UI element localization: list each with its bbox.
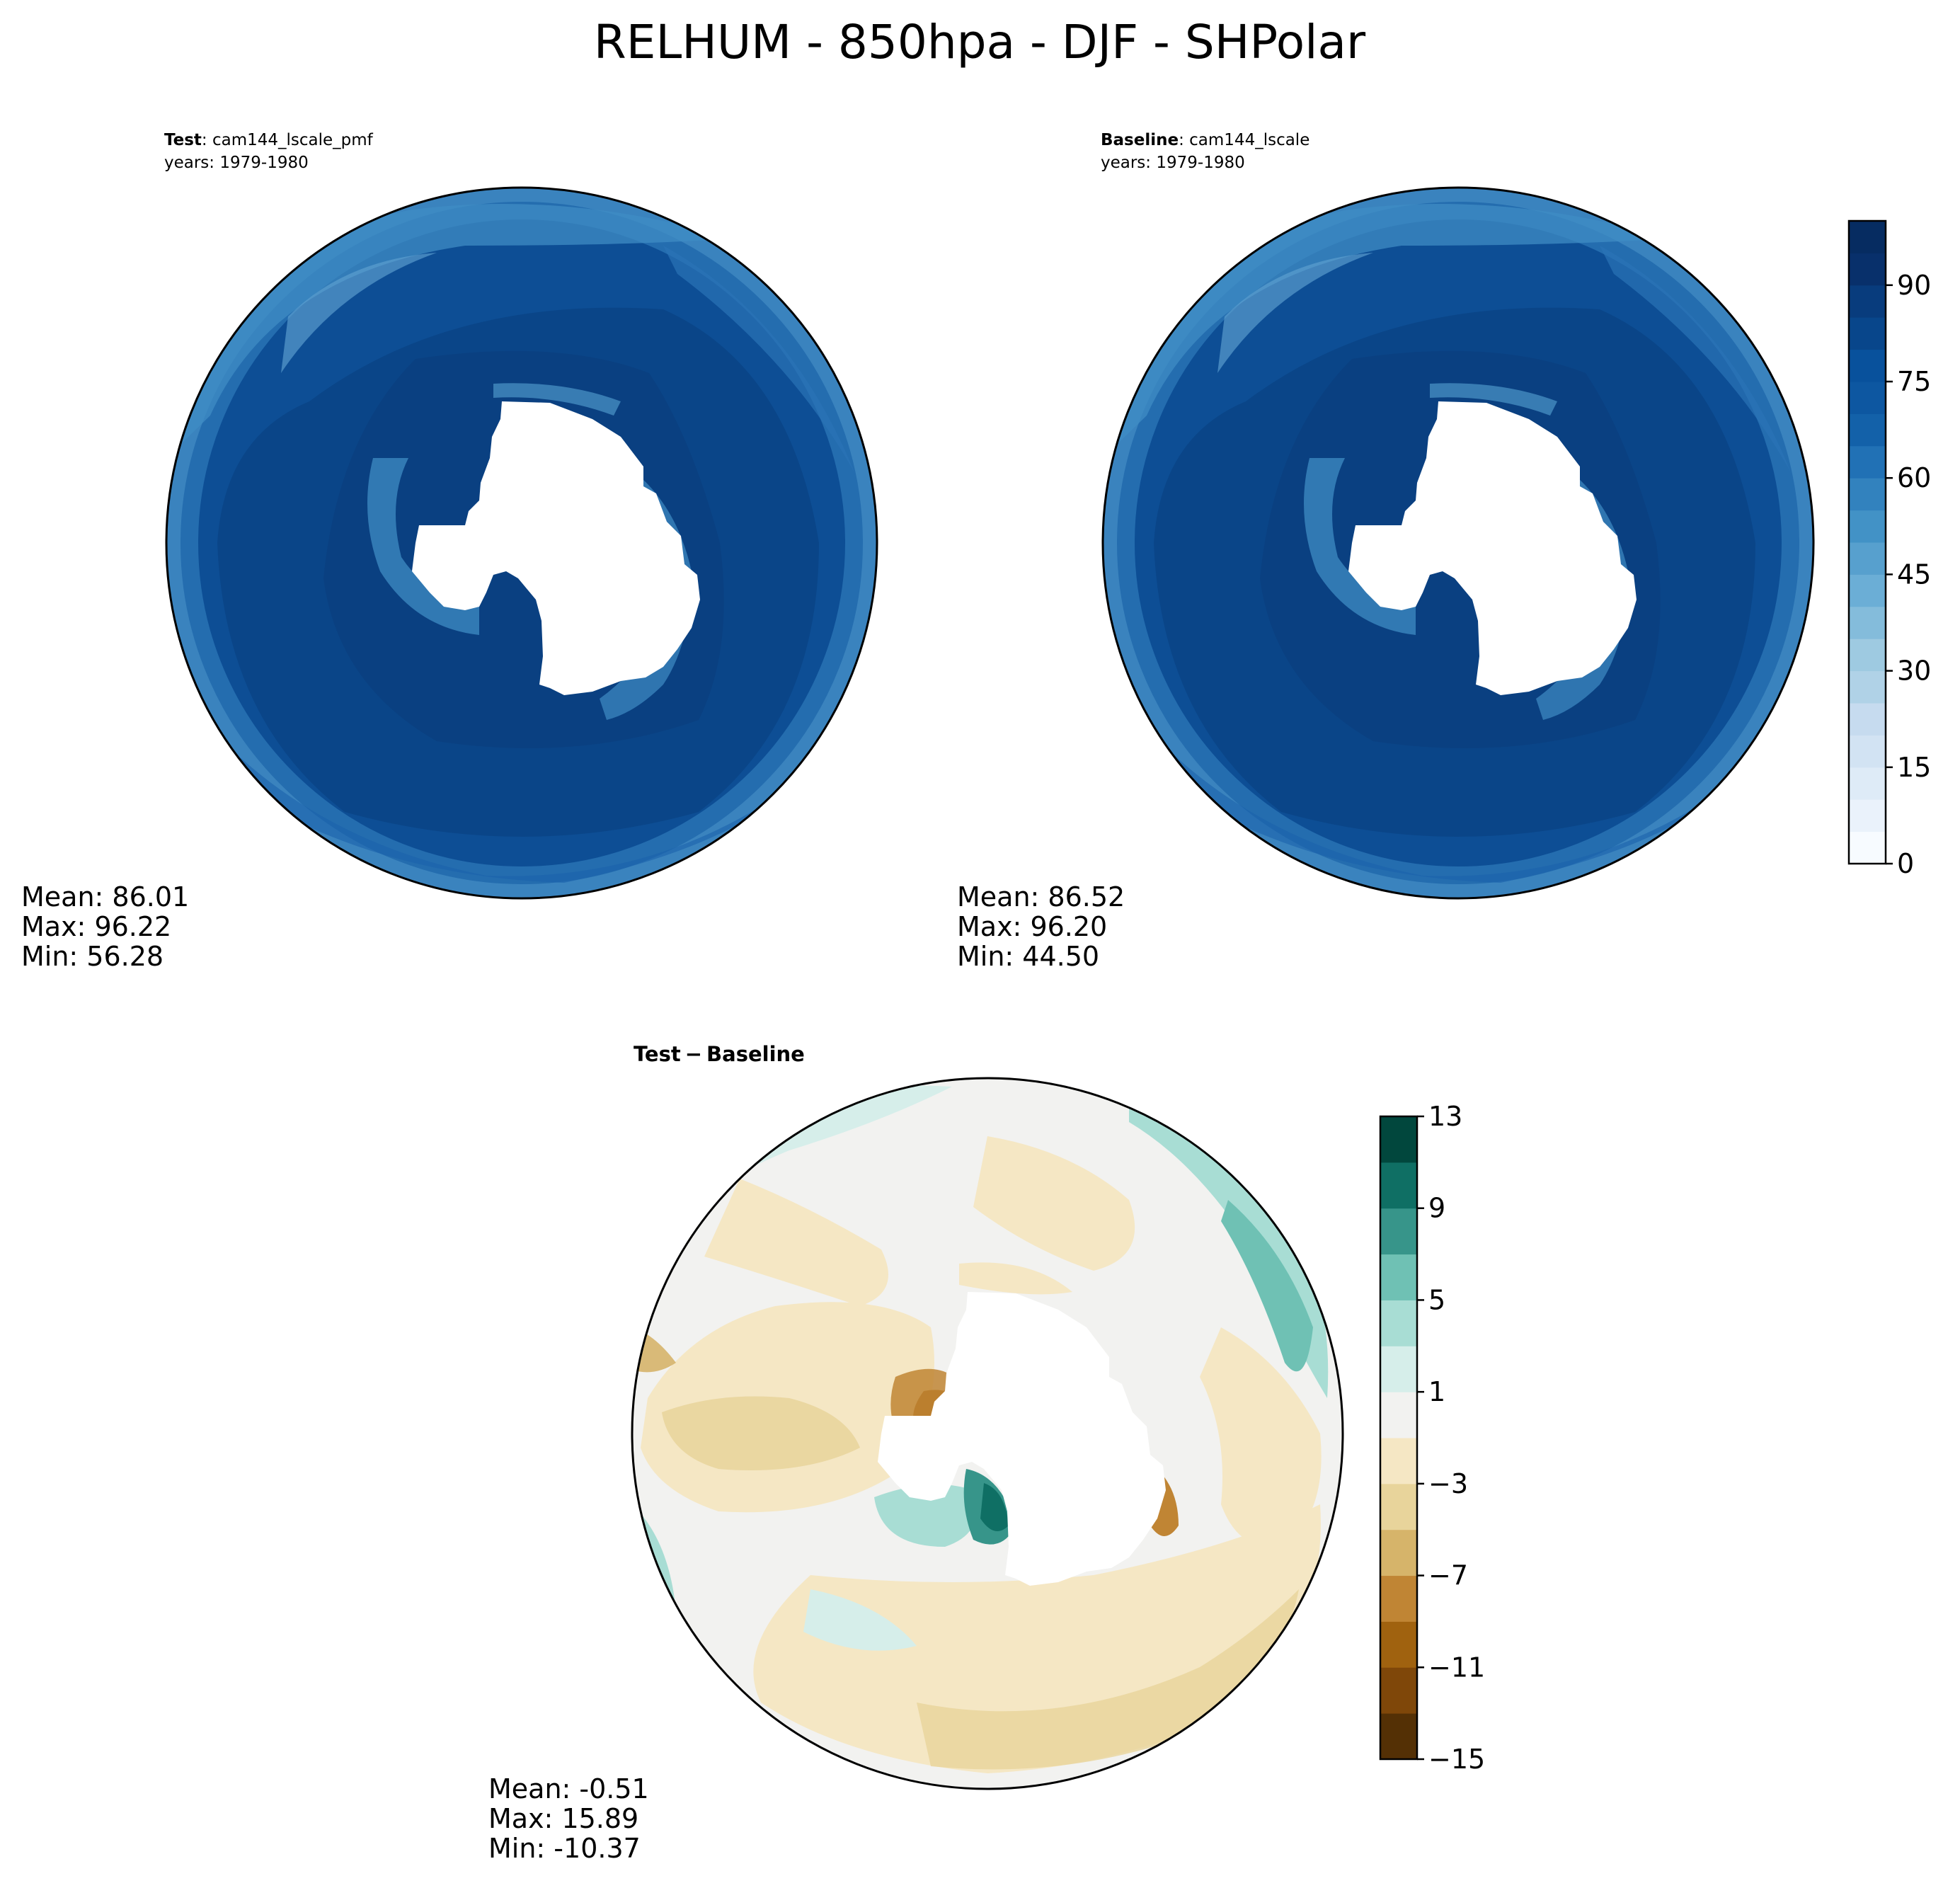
diff-colorbar-segments bbox=[1380, 1116, 1417, 1760]
diff-colorbar-segment bbox=[1380, 1621, 1417, 1668]
test-panel-label: Test: cam144_lscale_pmf bbox=[164, 131, 374, 149]
main-colorbar: 0 15 30 45 60 75 90 bbox=[1847, 219, 1931, 879]
diff-colorbar-segment bbox=[1380, 1254, 1417, 1300]
main-colorbar-segment bbox=[1849, 478, 1886, 511]
diff-panel: Test − Baseline Mean: -0.51 Max: 15.89 Min… bbox=[488, 1042, 1344, 1864]
diff-colorbar-tick-label: 5 bbox=[1428, 1284, 1445, 1315]
main-colorbar-segment bbox=[1849, 382, 1886, 414]
main-colorbar-segment bbox=[1849, 639, 1886, 672]
main-colorbar-segment bbox=[1849, 767, 1886, 800]
baseline-panel: Baseline: cam144_lscale years: 1979-1980… bbox=[957, 131, 1819, 972]
main-colorbar-segment bbox=[1849, 285, 1886, 318]
diff-colorbar-frame bbox=[1379, 1115, 1419, 1761]
diff-stat-mean: Mean: -0.51 bbox=[488, 1773, 649, 1804]
test-years: years: 1979-1980 bbox=[164, 154, 309, 172]
diff-colorbar-tick-label: −11 bbox=[1428, 1652, 1485, 1683]
main-colorbar-tick-label: 45 bbox=[1897, 559, 1931, 590]
diff-stat-max: Max: 15.89 bbox=[488, 1803, 638, 1834]
main-colorbar-segment bbox=[1849, 317, 1886, 350]
diff-colorbar-segment bbox=[1380, 1438, 1417, 1484]
diff-map bbox=[632, 1078, 1343, 1789]
figure-title: RELHUM - 850hpa - DJF - SHPolar bbox=[594, 15, 1366, 69]
main-colorbar-tick-label: 30 bbox=[1897, 656, 1931, 687]
baseline-map bbox=[1097, 182, 1819, 904]
diff-colorbar-tick-label: 9 bbox=[1428, 1193, 1445, 1224]
diff-colorbar-segment bbox=[1380, 1300, 1417, 1346]
diff-title-baseline: Baseline bbox=[706, 1042, 805, 1066]
diff-colorbar-segment bbox=[1380, 1575, 1417, 1622]
main-colorbar-tick-label: 90 bbox=[1897, 270, 1931, 301]
diff-colorbar-segment bbox=[1380, 1162, 1417, 1209]
diff-title: Test − Baseline bbox=[634, 1042, 805, 1066]
main-colorbar-segments bbox=[1849, 221, 1886, 864]
diff-stat-min: Min: -10.37 bbox=[488, 1833, 641, 1864]
baseline-stat-min: Min: 44.50 bbox=[957, 941, 1099, 972]
baseline-years: years: 1979-1980 bbox=[1101, 154, 1245, 172]
test-stat-mean: Mean: 86.01 bbox=[21, 881, 189, 912]
diff-colorbar-segment bbox=[1380, 1529, 1417, 1577]
main-colorbar-segment bbox=[1849, 799, 1886, 833]
main-colorbar-segment bbox=[1849, 349, 1886, 382]
main-colorbar-segment bbox=[1849, 670, 1886, 704]
main-colorbar-segment bbox=[1849, 445, 1886, 479]
baseline-panel-label: Baseline: cam144_lscale bbox=[1101, 131, 1309, 149]
main-colorbar-segment bbox=[1849, 221, 1886, 253]
main-colorbar-tick-label: 75 bbox=[1897, 366, 1931, 397]
main-colorbar-segment bbox=[1849, 253, 1886, 286]
main-colorbar-segment bbox=[1849, 413, 1886, 447]
diff-title-minus: − bbox=[685, 1042, 702, 1066]
main-colorbar-segment bbox=[1849, 831, 1886, 864]
test-label-bold: Test bbox=[164, 131, 202, 149]
diff-colorbar-segment bbox=[1380, 1667, 1417, 1714]
diff-colorbar-tick-label: −15 bbox=[1428, 1744, 1485, 1775]
diff-colorbar: 13 9 5 1 −3 −7 −11 −15 bbox=[1379, 1101, 1485, 1775]
baseline-case-name: : cam144_lscale bbox=[1179, 131, 1309, 149]
diff-colorbar-tick-label: 1 bbox=[1428, 1376, 1445, 1407]
main-colorbar-segment bbox=[1849, 703, 1886, 736]
main-colorbar-tick-label: 60 bbox=[1897, 462, 1931, 493]
baseline-map-boundary bbox=[1101, 186, 1815, 900]
diff-colorbar-segment bbox=[1380, 1116, 1417, 1163]
main-colorbar-segment bbox=[1849, 510, 1886, 543]
main-colorbar-frame bbox=[1847, 219, 1887, 865]
diff-map-boundary bbox=[631, 1077, 1344, 1790]
baseline-stat-mean: Mean: 86.52 bbox=[957, 881, 1125, 912]
diff-colorbar-segment bbox=[1380, 1208, 1417, 1255]
baseline-stat-max: Max: 96.20 bbox=[957, 911, 1107, 942]
test-map bbox=[161, 182, 883, 904]
main-colorbar-segment bbox=[1849, 574, 1886, 607]
test-panel: Test: cam144_lscale_pmf years: 1979-1980… bbox=[21, 131, 883, 972]
main-colorbar-tick-label: 15 bbox=[1897, 752, 1931, 783]
diff-colorbar-tick-label: −7 bbox=[1428, 1560, 1468, 1591]
main-colorbar-segment bbox=[1849, 735, 1886, 768]
diff-title-test: Test bbox=[634, 1042, 681, 1066]
main-colorbar-ticks: 0 15 30 45 60 75 90 bbox=[1886, 270, 1931, 879]
diff-colorbar-ticks: 13 9 5 1 −3 −7 −11 −15 bbox=[1417, 1101, 1485, 1775]
diff-colorbar-segment bbox=[1380, 1392, 1417, 1438]
test-stat-min: Min: 56.28 bbox=[21, 941, 164, 972]
diff-colorbar-segment bbox=[1380, 1483, 1417, 1531]
diff-colorbar-segment bbox=[1380, 1713, 1417, 1760]
test-map-boundary bbox=[165, 186, 878, 900]
diff-colorbar-tick-label: 13 bbox=[1428, 1101, 1462, 1132]
test-case-name: : cam144_lscale_pmf bbox=[202, 131, 374, 149]
main-colorbar-tick-label: 0 bbox=[1897, 848, 1914, 879]
main-colorbar-segment bbox=[1849, 542, 1886, 575]
diff-colorbar-tick-label: −3 bbox=[1428, 1468, 1468, 1499]
diff-colorbar-segment bbox=[1380, 1346, 1417, 1392]
baseline-label-bold: Baseline bbox=[1101, 131, 1179, 149]
test-stat-max: Max: 96.22 bbox=[21, 911, 171, 942]
main-colorbar-segment bbox=[1849, 606, 1886, 639]
